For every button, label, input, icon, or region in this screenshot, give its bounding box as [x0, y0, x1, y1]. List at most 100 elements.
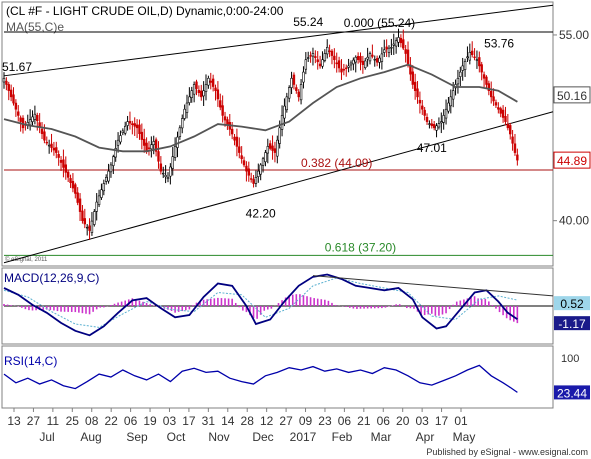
candle-body: [459, 71, 462, 77]
rsi-line: [3, 364, 518, 393]
candle-body: [316, 59, 319, 63]
moving-average-line: [3, 63, 518, 153]
candle-body: [7, 84, 10, 91]
x-axis-month-label: Aug: [80, 430, 101, 444]
candle-body: [499, 108, 502, 114]
x-axis-day-label: 14: [221, 414, 235, 428]
candle-body: [140, 131, 144, 140]
macd-label: MACD(12,26,9,C): [4, 271, 99, 285]
candle-body: [345, 67, 348, 69]
price-axis-tag: 44.89: [557, 154, 587, 168]
candle-body: [242, 160, 246, 166]
macd-axis-tag: -1.17: [558, 317, 586, 331]
x-axis-month-label: Oct: [167, 430, 186, 444]
macd-line: [3, 273, 518, 337]
candle-body: [76, 192, 79, 203]
candle-body: [5, 80, 8, 85]
candle-body: [468, 51, 472, 61]
candle-body: [112, 156, 115, 166]
candle-body: [416, 88, 419, 98]
candle-body: [219, 100, 222, 108]
annotation-label: 51.67: [2, 60, 32, 74]
candle-body: [19, 117, 22, 122]
candle-body: [202, 90, 205, 97]
candle-body: [466, 56, 469, 59]
candle-body: [171, 156, 174, 169]
candle-body: [159, 163, 163, 172]
macd-tag-box: [554, 296, 590, 311]
candle-body: [268, 143, 272, 149]
candle-body: [121, 130, 125, 134]
candle-body: [366, 56, 369, 60]
candle-body: [390, 47, 393, 49]
candle-body: [145, 142, 148, 152]
candle-body: [195, 81, 198, 89]
x-axis-day-label: 23: [318, 414, 332, 428]
candle-body: [297, 91, 300, 98]
candle-body: [421, 105, 424, 110]
x-axis-day-label: 27: [27, 414, 41, 428]
x-axis-day-label: 12: [260, 414, 274, 428]
candle-body: [278, 127, 281, 144]
candle-body: [12, 94, 15, 104]
candle-body: [461, 65, 464, 71]
candle-body: [100, 189, 103, 198]
candle-body: [490, 90, 493, 98]
candle-body: [264, 152, 267, 163]
candle-body: [283, 105, 286, 119]
candle-body: [223, 116, 227, 121]
price-axis-label: 40.00: [559, 214, 589, 228]
candle-body: [380, 53, 384, 62]
candle-body: [304, 59, 308, 70]
candle-body: [485, 76, 488, 85]
candle-body: [128, 121, 132, 124]
candle-body: [45, 141, 48, 144]
x-axis-day-label: 13: [7, 414, 21, 428]
candle-body: [164, 174, 167, 178]
candle-body: [368, 53, 372, 62]
candle-body: [318, 63, 322, 67]
candle-body: [497, 107, 500, 110]
candle-body: [287, 87, 291, 99]
candle-body: [192, 84, 196, 95]
candle-body: [475, 59, 479, 61]
candle-body: [273, 148, 277, 153]
candle-body: [64, 164, 67, 173]
candle-body: [124, 125, 127, 134]
annotation-label: 42.20: [246, 206, 276, 220]
candle-body: [47, 144, 51, 147]
candle-body: [104, 177, 108, 182]
candle-body: [233, 136, 236, 141]
candle-body: [52, 147, 56, 151]
x-axis-day-label: 06: [338, 414, 352, 428]
annotation-label: 0.382 (44.09): [301, 156, 372, 170]
candle-body: [326, 47, 329, 55]
x-axis-day-label: 25: [66, 414, 80, 428]
candle-body: [173, 146, 177, 158]
trendline-lower-channel: [3, 111, 554, 264]
candle-body: [69, 178, 72, 183]
candle-body: [116, 139, 120, 146]
x-axis-day-label: 03: [163, 414, 177, 428]
candle-body: [432, 124, 436, 129]
rsi-label: RSI(14,C): [4, 354, 57, 368]
rsi-axis-label: 100: [561, 353, 579, 365]
candle-body: [85, 226, 89, 229]
candle-body: [359, 56, 362, 63]
candle-body: [88, 225, 91, 231]
candle-body: [190, 90, 193, 98]
x-axis-month-label: Feb: [332, 430, 353, 444]
candle-body: [166, 177, 170, 180]
candle-body: [109, 164, 113, 173]
x-axis-month-label: Jul: [39, 430, 54, 444]
candle-body: [337, 60, 341, 69]
candle-body: [57, 154, 60, 158]
macd-signal-line: [3, 277, 518, 328]
candle-body: [295, 87, 298, 91]
candle-body: [28, 119, 32, 126]
candle-body: [349, 62, 353, 66]
x-axis-day-label: 01: [454, 414, 468, 428]
candle-body: [226, 119, 229, 126]
price-axis-label: 55.00: [559, 28, 589, 42]
candle-body: [361, 60, 365, 65]
